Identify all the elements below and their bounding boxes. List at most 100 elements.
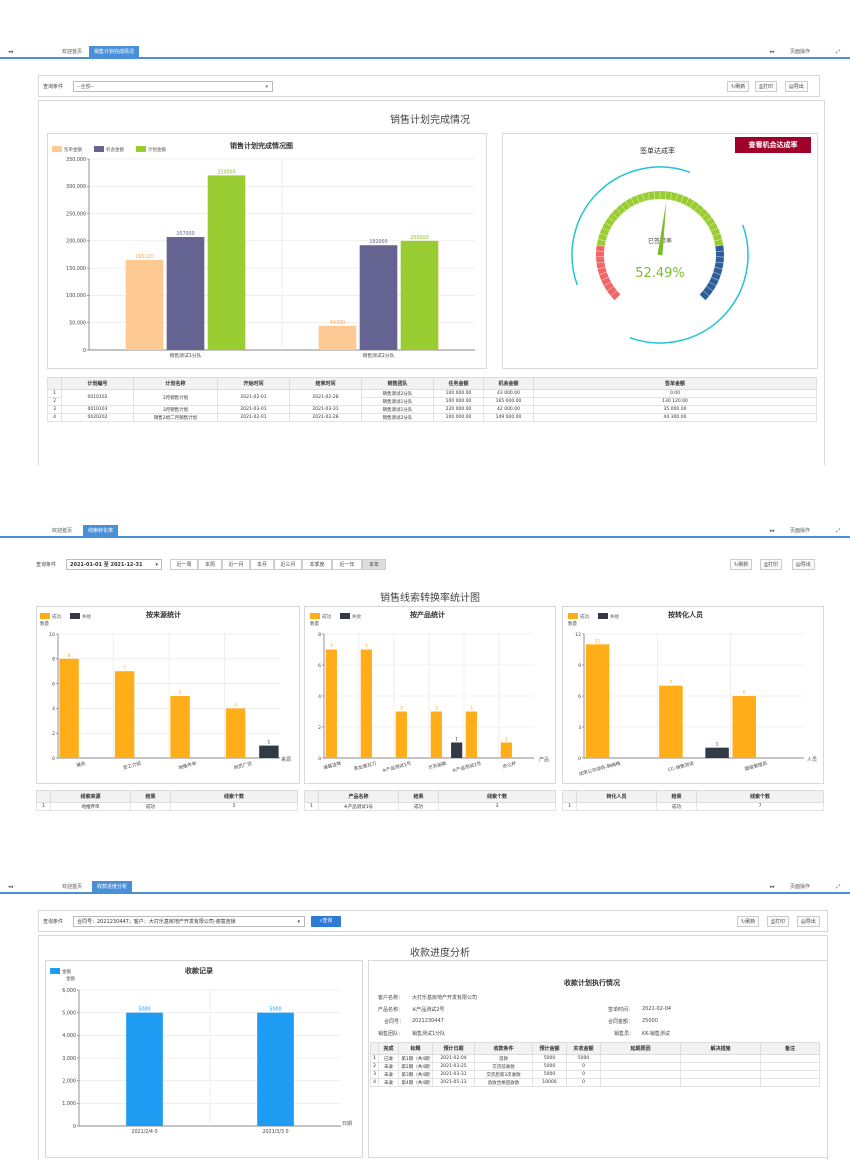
col-person[interactable]: 转化人员 [576, 790, 657, 803]
col-solution[interactable]: 解决措施 [680, 1042, 761, 1055]
refresh-button[interactable]: ↻刷新 [737, 916, 760, 927]
cell: 交货前收款 [474, 1062, 533, 1071]
range-last-week[interactable]: 近一周 [170, 559, 198, 570]
col-remark[interactable]: 备注 [760, 1042, 820, 1055]
table-row[interactable]: 4 0020202 销售2组二月销售计划 2021-02-01 2021-02-… [47, 413, 817, 422]
query-select[interactable]: --全部-- ▾ [73, 81, 273, 92]
refresh-button[interactable]: ↻刷新 [730, 559, 753, 570]
col-result[interactable]: 结果 [130, 790, 171, 803]
legend-fail: 失败 [610, 615, 619, 620]
col-title[interactable]: 标题 [398, 1042, 433, 1055]
table-row[interactable]: 2 销售测试1分队 100 000.00 165 000.00 130 120.… [47, 397, 817, 406]
range-last-year[interactable]: 近一年 [332, 559, 362, 570]
range-this-month[interactable]: 本月 [250, 559, 274, 570]
bar [360, 649, 372, 758]
col-opp-amount[interactable]: 机会金额 [483, 377, 534, 390]
col-delay-reason[interactable]: 延期原因 [600, 1042, 681, 1055]
col-task-amount[interactable]: 任务金额 [433, 377, 484, 390]
source-table-header: 线索来源 结果 线索个数 [36, 790, 298, 803]
print-icon: ⎙ [771, 919, 776, 925]
table-row[interactable]: 2 未收 第2期（共4期 2021-03-25 交货前收款 5000 0 [370, 1062, 820, 1071]
table-row[interactable]: 4 未收 第4期（共4期 2021-05-13 验收合格后收款 10000 0 [370, 1078, 820, 1087]
col-actual-amount[interactable]: 实收金额 [566, 1042, 601, 1055]
table-row[interactable]: 3 未收 第3期（共4期 2021-03-31 交货后第3次收款 5000 0 [370, 1070, 820, 1079]
range-this-week[interactable]: 本周 [198, 559, 222, 570]
tab-home[interactable]: 欢迎首页 [62, 884, 83, 890]
col-team[interactable]: 销售团队 [361, 377, 434, 390]
col-count[interactable]: 线索个数 [696, 790, 824, 803]
page-ops-menu[interactable]: 页面操作 [790, 528, 811, 534]
export-button[interactable]: ▤导出 [785, 81, 808, 92]
gauge-tick [601, 277, 609, 281]
x-tick-label: 诸葛连弩 [322, 760, 342, 772]
cell [680, 1070, 761, 1079]
cell: 成功 [398, 802, 439, 811]
fullscreen-icon[interactable]: ⤢ [836, 528, 841, 534]
print-icon: ⎙ [764, 562, 769, 568]
table-row[interactable]: 1 已收 第1期（共4期 2021-02-04 首款 5000 5000 [370, 1054, 820, 1063]
tab-next-icon[interactable]: ▸▸ [770, 884, 776, 890]
col-sign-amount[interactable]: 签单金额 [533, 377, 817, 390]
print-button[interactable]: ⎙打印 [760, 559, 783, 570]
range-last-month[interactable]: 近一月 [222, 559, 250, 570]
page-ops-menu[interactable]: 页面操作 [790, 49, 811, 55]
y-tick-label: 0 [578, 756, 581, 762]
query-bar: 查询条件 --全部-- ▾ ↻刷新 ⎙打印 ▤导出 [38, 75, 820, 97]
tab-prev-icon[interactable]: ◂◂ [8, 884, 14, 890]
range-last-3-months[interactable]: 近三月 [274, 559, 302, 570]
gauge-tick [620, 204, 626, 211]
table-row[interactable]: 3 0010103 3月销售计划 2021-03-01 2021-03-31 销… [47, 405, 817, 414]
print-button[interactable]: ⎙打印 [755, 81, 778, 92]
col-product[interactable]: 产品名称 [318, 790, 399, 803]
search-button[interactable]: ⌕查询 [311, 916, 341, 927]
range-this-quarter[interactable]: 本季度 [302, 559, 332, 570]
col-plan-no[interactable]: 计划编号 [61, 377, 134, 390]
tab-active[interactable]: 销售计划完成情况 [89, 46, 140, 58]
cell: 4 [47, 413, 62, 422]
range-this-year[interactable]: 本年 [362, 559, 386, 570]
cell: 第2期（共4期 [398, 1062, 433, 1071]
col-count[interactable]: 线索个数 [438, 790, 556, 803]
page-ops-menu[interactable]: 页面操作 [790, 884, 811, 890]
gauge-tick [641, 193, 645, 202]
col-start[interactable]: 开始时间 [217, 377, 290, 390]
table-row[interactable]: 1 0010102 2月销售计划 2021-02-01 2021-02-28 销… [47, 389, 817, 406]
tab-home[interactable]: 欢迎首页 [52, 528, 73, 534]
person-table: 转化人员 结果 线索个数 1 成功 7 [562, 790, 824, 811]
gauge-tick [610, 290, 617, 296]
refresh-button[interactable]: ↻刷新 [727, 81, 750, 92]
col-source[interactable]: 线索来源 [50, 790, 131, 803]
col-end[interactable]: 结束时间 [289, 377, 362, 390]
col-condition[interactable]: 收款条件 [474, 1042, 533, 1055]
fullscreen-icon[interactable]: ⤢ [836, 49, 841, 55]
tab-next-icon[interactable]: ▸▸ [770, 528, 776, 534]
tab-active[interactable]: 收款进度分析 [92, 881, 133, 893]
table-row[interactable]: 1 地推传单 成功 5 [36, 802, 298, 811]
col-result[interactable]: 结果 [656, 790, 697, 803]
x-tick-label: 办公杯 [502, 760, 518, 770]
date-range-select[interactable]: 2021-01-01 至 2021-12-31 ▾ [66, 559, 162, 570]
tab-active[interactable]: 线索转化率 [83, 525, 119, 537]
export-button[interactable]: ▤导出 [792, 559, 815, 570]
contract-select[interactable]: 合同号：2021230447；客户：大打乐基房地产开发有限公司-谢富连锁 ▾ [73, 916, 305, 927]
cell: 1 [562, 802, 577, 811]
export-button[interactable]: ▤导出 [797, 916, 820, 927]
col-result[interactable]: 结果 [398, 790, 439, 803]
col-done[interactable]: 完成 [378, 1042, 399, 1055]
tab-next-icon[interactable]: ▸▸ [770, 49, 776, 55]
cell: 100 000.00 [433, 397, 484, 406]
print-button[interactable]: ⎙打印 [767, 916, 790, 927]
tab-bar: ◂◂ 欢迎首页 销售计划完成情况 ▸▸ 页面操作 ⤢ [0, 45, 850, 59]
view-opportunity-rate-button[interactable]: 查看机会达成率 [735, 137, 811, 153]
col-plan-name[interactable]: 计划名称 [133, 377, 218, 390]
col-expect-date[interactable]: 预计日期 [432, 1042, 475, 1055]
col-count[interactable]: 线索个数 [170, 790, 298, 803]
tab-prev-icon[interactable]: ◂◂ [8, 49, 14, 55]
fullscreen-icon[interactable]: ⤢ [836, 884, 841, 890]
col-expect-amount[interactable]: 预计金额 [532, 1042, 567, 1055]
tab-home[interactable]: 欢迎首页 [62, 49, 83, 55]
y-tick-label: 10 [49, 632, 55, 638]
table-row[interactable]: 1 ※产品测试1号 成功 3 [304, 802, 556, 811]
table-row[interactable]: 1 成功 7 [562, 802, 824, 811]
bar [659, 685, 683, 758]
